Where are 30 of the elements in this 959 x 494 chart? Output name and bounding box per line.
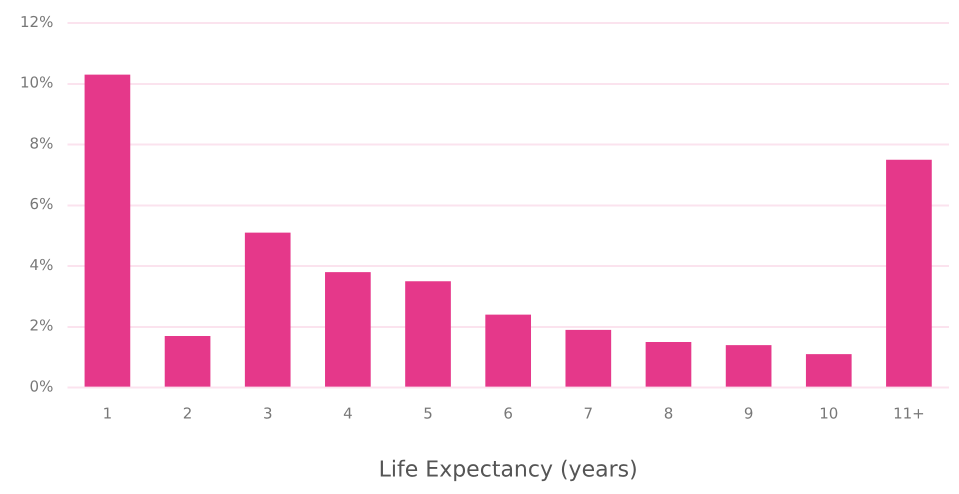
bar — [886, 160, 932, 387]
bar — [164, 336, 210, 387]
x-tick-label: 11+ — [893, 404, 925, 422]
x-tick-label: 9 — [744, 404, 754, 422]
bar — [565, 330, 612, 387]
x-tick-label: 7 — [584, 404, 594, 422]
x-tick-label: 4 — [343, 404, 353, 422]
y-tick-label: 0% — [30, 377, 54, 396]
bar — [726, 345, 772, 387]
x-tick-label: 1 — [102, 404, 112, 422]
x-tick-label: 6 — [503, 404, 513, 422]
x-axis-title: Life Expectancy (years) — [378, 458, 638, 483]
x-tick-label: 10 — [819, 404, 838, 422]
bar — [806, 354, 852, 387]
x-tick-label: 3 — [262, 404, 272, 422]
x-tick-label: 5 — [423, 404, 433, 422]
y-tick-label: 4% — [30, 256, 54, 274]
y-tick-label: 6% — [30, 195, 54, 214]
y-tick-label: 8% — [30, 134, 54, 152]
x-tick-label: 8 — [664, 404, 674, 422]
x-tick-label: 2 — [182, 404, 192, 422]
bar — [84, 74, 130, 387]
y-tick-label: 10% — [20, 74, 54, 92]
bar — [646, 342, 692, 387]
bar — [405, 281, 451, 387]
y-tick-label: 12% — [20, 12, 54, 31]
bar — [244, 232, 291, 387]
y-tick-label: 2% — [30, 316, 54, 335]
bar — [325, 272, 371, 387]
bar — [485, 314, 532, 387]
